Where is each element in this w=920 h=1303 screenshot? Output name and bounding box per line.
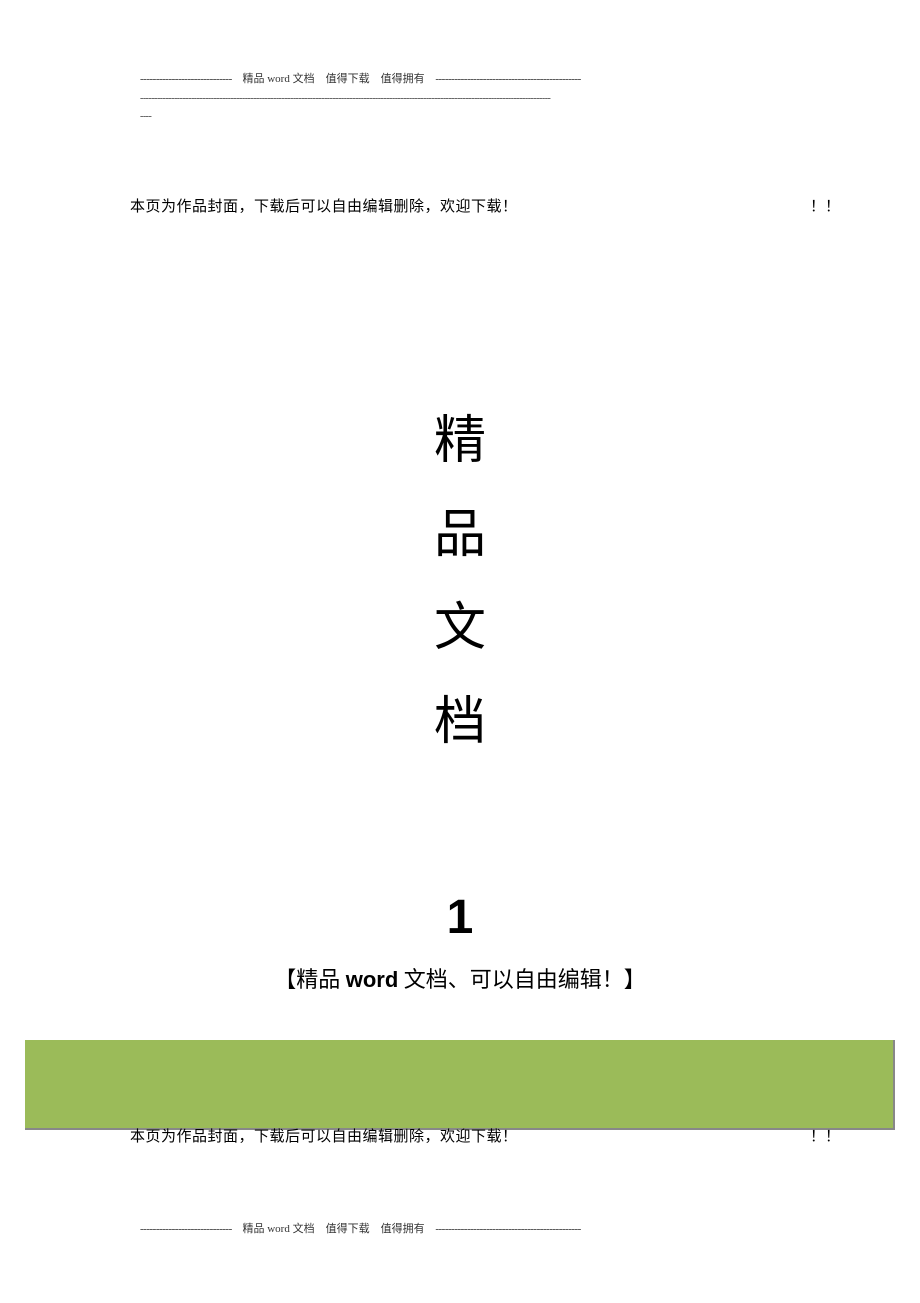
header-dashes-right: ----------------------------------------… (435, 73, 581, 85)
title-char-3: 文 (0, 582, 920, 676)
vertical-title: 精 品 文 档 (0, 395, 920, 769)
header-label: 精品 word 文档 值得下载 值得拥有 (242, 73, 424, 85)
header-section: ----------------------------- 精品 word 文档… (140, 70, 880, 126)
title-char-1: 精 (0, 395, 920, 489)
header-line2: ----------------------------------------… (140, 90, 880, 108)
cover-notice-2-exclamation: ！！ (810, 1125, 840, 1146)
subtitle-prefix: 【精品 (274, 967, 346, 992)
title-char-4: 档 (0, 676, 920, 770)
title-char-2: 品 (0, 489, 920, 583)
header-dashes-left: ----------------------------- (140, 73, 232, 85)
header-line3: ---- (140, 108, 880, 126)
green-bar (25, 1040, 895, 1130)
footer-label: 精品 word 文档 值得下载 值得拥有 (242, 1223, 424, 1235)
header-line1: ----------------------------- 精品 word 文档… (140, 70, 880, 90)
footer-dashes-right: ----------------------------------------… (435, 1223, 581, 1235)
cover-notice-2: 本页为作品封面，下载后可以自由编辑删除，欢迎下载！ ！！ (130, 1125, 850, 1146)
footer-line1: ----------------------------- 精品 word 文档… (140, 1220, 880, 1236)
footer-section: ----------------------------- 精品 word 文档… (140, 1220, 880, 1236)
subtitle: 【精品 word 文档、可以自由编辑！】 (0, 962, 920, 994)
big-number: 1 (0, 890, 920, 945)
cover-notice-text: 本页为作品封面，下载后可以自由编辑删除，欢迎下载！ (130, 195, 518, 216)
subtitle-word: word (346, 967, 399, 992)
cover-notice-2-text: 本页为作品封面，下载后可以自由编辑删除，欢迎下载！ (130, 1125, 518, 1146)
subtitle-suffix: 文档、可以自由编辑！】 (398, 967, 646, 992)
footer-dashes-left: ----------------------------- (140, 1223, 232, 1235)
cover-notice: 本页为作品封面，下载后可以自由编辑删除，欢迎下载！ ！！ (130, 195, 850, 216)
cover-notice-exclamation: ！！ (810, 195, 840, 216)
